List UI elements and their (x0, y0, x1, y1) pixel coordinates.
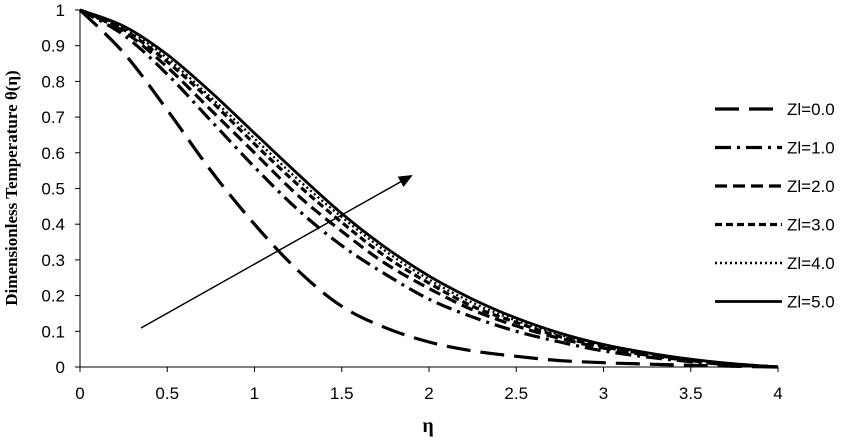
legend-label: Zl=4.0 (787, 254, 835, 273)
y-tick-label: 0.9 (41, 37, 65, 56)
x-tick-label: 0 (75, 384, 84, 403)
series-line (79, 8, 779, 369)
series-line (78, 8, 779, 369)
legend-label: Zl=2.0 (787, 177, 835, 196)
y-tick-label: 0 (56, 358, 65, 377)
x-tick-label: 1.5 (330, 384, 354, 403)
axes (79, 10, 778, 368)
y-tick-label: 0.6 (41, 144, 65, 163)
y-tick-label: 0.8 (41, 72, 65, 91)
y-tick-label: 0.3 (41, 251, 65, 270)
x-tick-label: 0.5 (155, 384, 179, 403)
series-line (79, 8, 779, 369)
x-tick-label: 1 (250, 384, 259, 403)
series-line (79, 8, 779, 369)
y-axis-title: Dimensionless Temperature θ(η) (2, 70, 21, 305)
x-tick-label: 2 (424, 384, 433, 403)
y-tick-label: 0.7 (41, 108, 65, 127)
y-axis-ticks: 0 0.1 0.2 0.3 0.4 0.5 0.6 0.7 0.8 0.9 1 (41, 1, 80, 377)
legend-label: Zl=5.0 (787, 293, 835, 312)
legend-label: Zl=0.0 (787, 100, 835, 119)
y-tick-label: 0.4 (41, 215, 65, 234)
x-tick-label: 2.5 (504, 384, 528, 403)
x-axis-title: η (422, 415, 433, 437)
x-tick-label: 3.5 (679, 384, 703, 403)
y-tick-label: 0.1 (41, 322, 65, 341)
x-tick-label: 3 (599, 384, 608, 403)
series-line (79, 8, 779, 369)
legend: Zl=0.0 Zl=1.0 Zl=2.0 Zl=3.0 Zl=4.0 Zl=5.0 (715, 100, 835, 312)
x-axis-ticks: 0 0.5 1 1.5 2 2.5 3 3.5 4 (75, 367, 783, 403)
y-tick-label: 0.5 (41, 180, 65, 199)
y-tick-label: 1 (56, 1, 65, 20)
y-tick-label: 0.2 (41, 287, 65, 306)
x-tick-label: 4 (773, 384, 782, 403)
legend-label: Zl=1.0 (787, 139, 835, 158)
legend-label: Zl=3.0 (787, 216, 835, 235)
trend-arrow (140, 175, 413, 329)
series-lines (78, 8, 779, 369)
series-line (79, 8, 779, 369)
